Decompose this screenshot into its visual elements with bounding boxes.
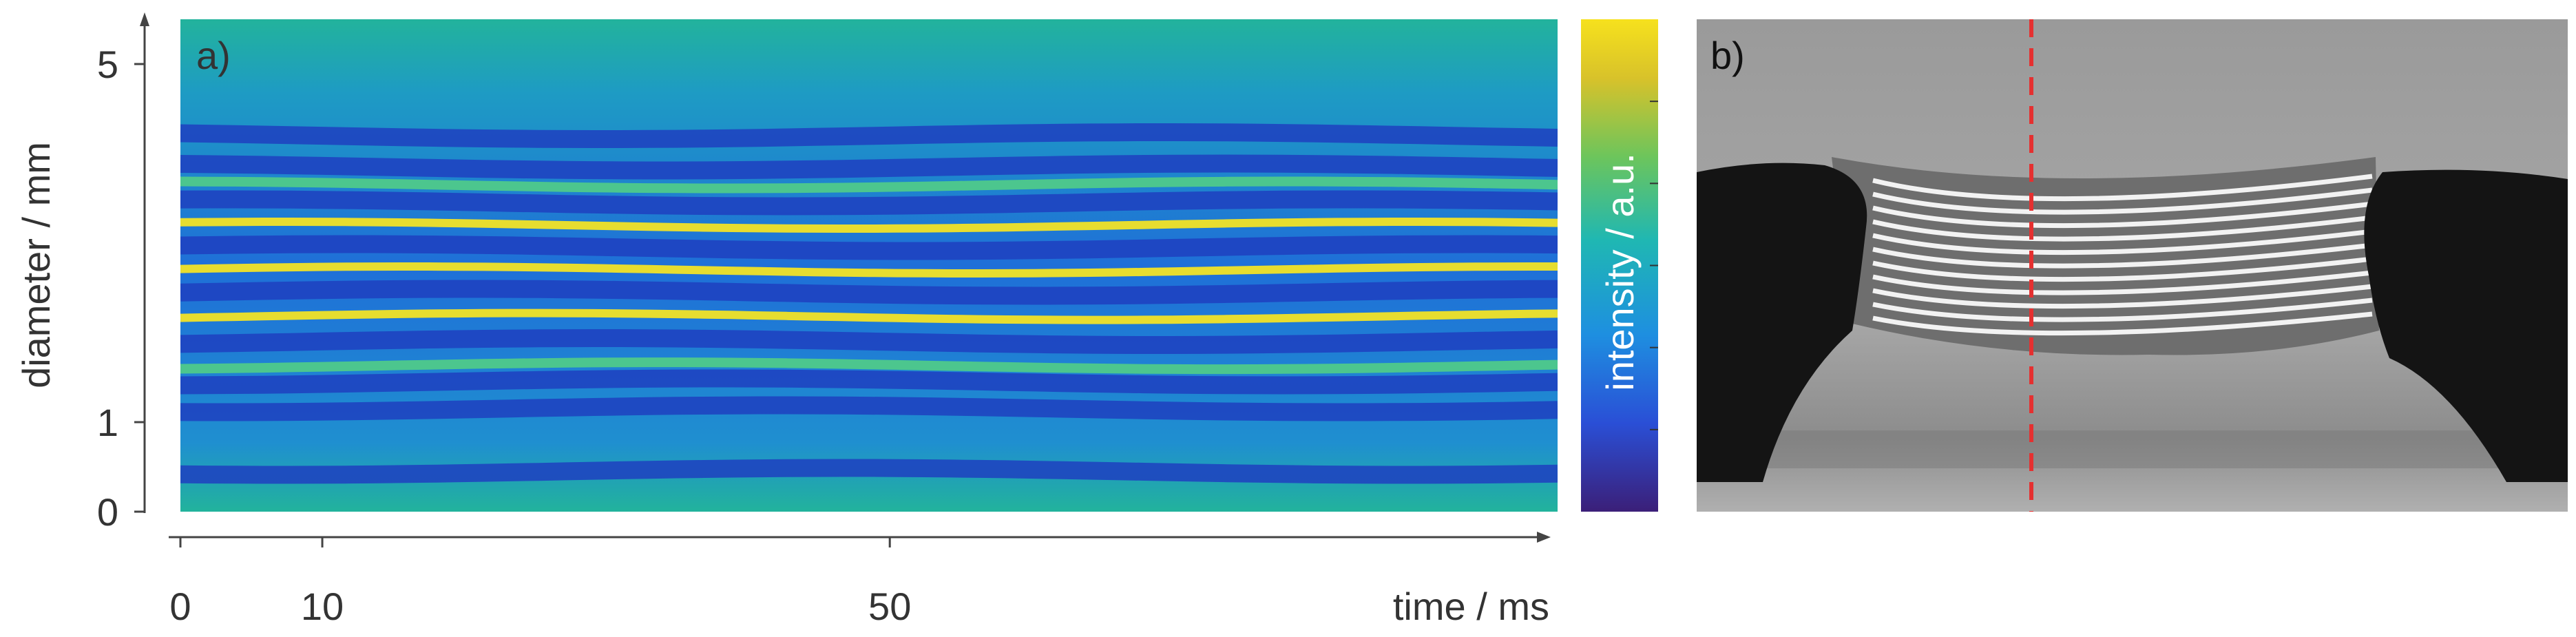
y-tick-label: 5 bbox=[97, 43, 118, 86]
heatmap-band bbox=[180, 396, 1558, 421]
heatmap-panel: a) bbox=[180, 19, 1558, 512]
y-tick-label: 0 bbox=[97, 490, 118, 534]
heatmap-band bbox=[180, 357, 1558, 375]
heatmap-band bbox=[180, 280, 1558, 305]
fringe-line bbox=[1872, 256, 2373, 282]
heatmap-band bbox=[180, 369, 1558, 395]
fringe-line bbox=[1872, 215, 2373, 242]
left-capillary bbox=[1697, 163, 1867, 482]
heatmap-bands bbox=[180, 123, 1558, 484]
y-axis-label: diameter / mm bbox=[14, 142, 58, 388]
heatmap-band bbox=[180, 123, 1558, 148]
x-tick-label: 50 bbox=[868, 585, 911, 628]
x-ticks: 0 10 50 bbox=[169, 537, 911, 628]
heatmap-band bbox=[180, 154, 1558, 180]
panel-a-label: a) bbox=[196, 34, 231, 77]
colorbar-ticks bbox=[1650, 101, 1658, 430]
fringe-line bbox=[1872, 270, 2373, 295]
heatmap-band bbox=[180, 176, 1558, 194]
colorbar-gradient bbox=[1581, 19, 1658, 512]
heatmap-band bbox=[180, 329, 1558, 354]
fringe-line bbox=[1872, 242, 2373, 269]
x-tick-label: 10 bbox=[301, 585, 344, 628]
fringe-line bbox=[1872, 187, 2373, 215]
fringe-line bbox=[1872, 229, 2373, 255]
heatmap-band bbox=[180, 218, 1558, 233]
fringe-line bbox=[1872, 284, 2373, 309]
fringe-line bbox=[1872, 311, 2373, 336]
fringe-line bbox=[1872, 174, 2373, 202]
x-tick-label: 0 bbox=[169, 585, 191, 628]
y-ticks: 0 1 5 bbox=[97, 43, 145, 534]
heatmap-band bbox=[180, 190, 1558, 216]
fringe-line bbox=[1872, 201, 2373, 229]
x-axis bbox=[169, 532, 1551, 543]
y-axis bbox=[140, 12, 149, 513]
photo-panel: b) bbox=[1697, 19, 2568, 512]
y-tick-label: 1 bbox=[97, 401, 118, 444]
colorbar: intensity / a.u. bbox=[1581, 19, 1658, 512]
heatmap-band bbox=[180, 262, 1558, 278]
photo-bottom-strip bbox=[1697, 430, 2568, 468]
x-axis-label: time / ms bbox=[1393, 585, 1549, 628]
colorbar-label: intensity / a.u. bbox=[1598, 153, 1642, 391]
fringe-line bbox=[1872, 297, 2373, 322]
heatmap-band bbox=[180, 235, 1558, 260]
heatmap-band bbox=[180, 459, 1558, 484]
right-capillary bbox=[2364, 169, 2568, 482]
heatmap-band bbox=[180, 309, 1558, 324]
interference-fringes bbox=[1872, 174, 2373, 336]
panel-b-label: b) bbox=[1710, 34, 1745, 77]
